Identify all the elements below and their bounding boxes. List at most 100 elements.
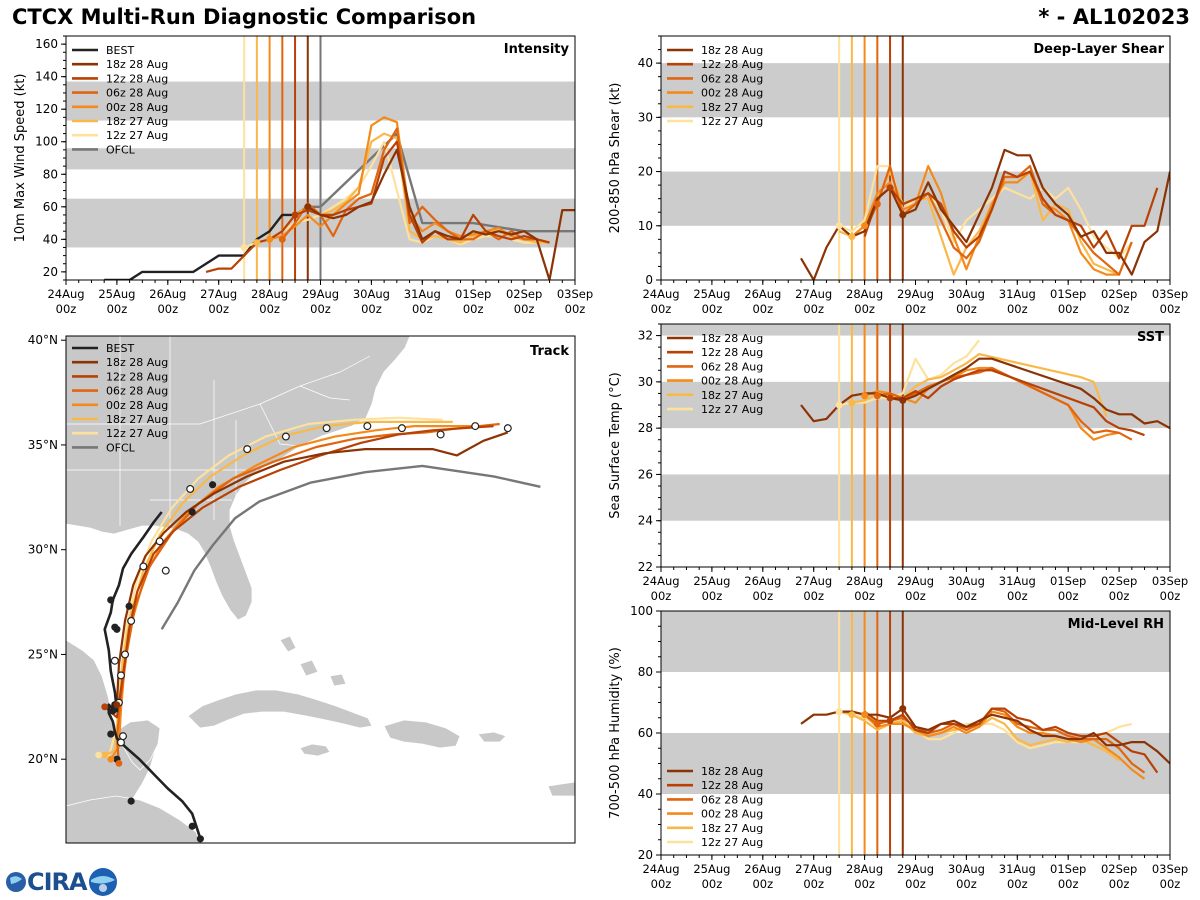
panel-title: Mid-Level RH [1068,617,1164,632]
best-track-point [125,602,133,610]
forecast-point [363,422,372,431]
forecast-point [281,432,290,441]
legend-label: 06z 28 Aug [701,72,763,85]
forecast-point [471,422,480,431]
y-tick-label: 0 [645,273,653,287]
x-tick-label: 00z [361,302,382,316]
x-tick-label: 26Aug [744,862,781,876]
track-line-18z-28-aug [115,431,509,705]
legend-label: 12z 28 Aug [701,58,763,71]
init-point [291,211,299,219]
y-tick-label: 140 [35,70,58,84]
logo-text: CIRA [27,868,88,896]
x-tick-label: 31Aug [999,574,1036,588]
init-point [861,392,869,400]
chart-intensity: 2040608010012014016024Aug00z25Aug00z26Au… [13,35,593,316]
best-track-point [196,835,204,843]
x-tick-label: 02Sep [1101,574,1137,588]
x-tick-label: 03Sep [1152,862,1188,876]
x-tick-label: 00z [1160,877,1181,891]
x-tick-label: 00z [463,302,484,316]
series-group [800,339,1170,441]
track-init-point [95,751,102,759]
x-tick-label: 01Sep [1050,574,1086,588]
panel-title: Intensity [504,42,570,57]
x-tick-label: 31Aug [999,862,1036,876]
init-point [835,708,843,716]
threshold-band [661,324,1170,336]
x-tick-label: 00z [651,302,672,316]
init-point [899,705,907,713]
x-tick-label: 00z [702,877,723,891]
legend-label: 18z 27 Aug [701,101,763,114]
series-group [800,705,1170,780]
x-tick-label: 01Sep [455,287,491,301]
x-tick-label: 24Aug [642,287,679,301]
x-tick-label: 00z [1160,589,1181,603]
y-tick-label: 40 [638,56,653,70]
legend-label: 18z 27 Aug [106,413,168,426]
x-tick-label: 00z [752,589,773,603]
globe-icon [6,872,26,892]
y-axis-label: 10m Max Wind Speed (kt) [13,74,28,243]
legend-label: 12z 28 Aug [701,779,763,792]
x-tick-label: 02Sep [506,287,542,301]
x-tick-label: 00z [1058,877,1079,891]
legend-label: 18z 27 Aug [701,822,763,835]
init-point [848,399,856,407]
init-point [899,396,907,404]
x-tick-label: 26Aug [149,287,186,301]
y-tick-label: 20 [638,165,653,179]
x-tick-label: 24Aug [642,862,679,876]
x-tick-label: 00z [1160,302,1181,316]
panel-title: SST [1137,330,1164,345]
series-line-12z-28-aug [890,369,1145,437]
lat-tick-label: 40°N [28,333,58,347]
x-tick-label: 00z [956,302,977,316]
init-point [240,243,248,251]
track-series-group [95,416,541,843]
init-point [278,235,286,243]
x-tick-label: 26Aug [744,574,781,588]
init-point [861,711,869,719]
x-tick-label: 03Sep [1152,287,1188,301]
lat-tick-label: 35°N [28,438,58,452]
track-map [66,336,575,843]
x-tick-label: 00z [157,302,178,316]
legend-label: 00z 28 Aug [701,375,763,388]
legend-label: BEST [106,342,134,355]
x-tick-label: 00z [1007,302,1028,316]
x-tick-label: 00z [310,302,331,316]
map-land-bahamas [279,635,347,687]
y-tick-label: 160 [35,37,58,51]
best-track-line [104,205,309,280]
lat-tick-label: 25°N [28,647,58,661]
x-tick-label: 27Aug [200,287,237,301]
y-axis-label: 700-500 hPa Humidity (%) [608,647,623,819]
legend-label: 12z 28 Aug [701,346,763,359]
x-tick-label: 00z [956,589,977,603]
x-tick-label: 25Aug [693,862,730,876]
threshold-band [661,611,1170,672]
cira-logo: CIRA [5,866,119,898]
track-init-point [107,755,115,763]
x-tick-label: 24Aug [47,287,84,301]
init-point [848,233,856,241]
y-tick-label: 80 [43,167,58,181]
series-line-06z-28-aug [281,127,550,244]
x-tick-label: 29Aug [302,287,339,301]
y-tick-label: 10 [638,219,653,233]
y-tick-label: 60 [43,200,58,214]
x-tick-label: 00z [565,302,586,316]
map-land-yucatan [117,719,161,771]
x-tick-label: 29Aug [897,287,934,301]
x-tick-label: 00z [107,302,128,316]
series-line-00z-28-aug [851,710,1146,780]
x-tick-label: 00z [752,877,773,891]
x-tick-label: 00z [905,589,926,603]
best-track-point [109,707,117,715]
series-group [104,116,575,280]
y-tick-label: 120 [35,102,58,116]
forecast-point [322,424,331,433]
map-land-hispaniola [383,719,461,749]
